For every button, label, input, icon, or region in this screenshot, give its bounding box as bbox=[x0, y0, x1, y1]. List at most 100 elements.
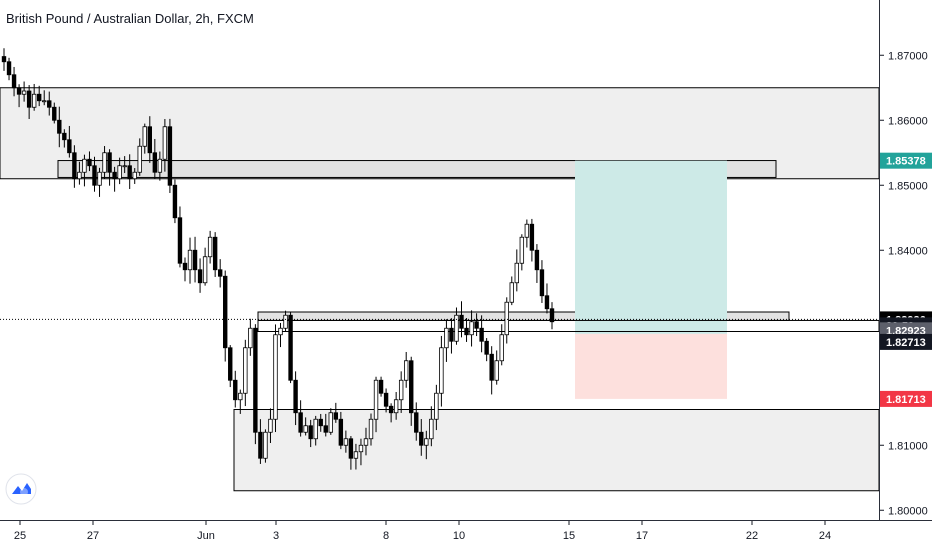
candle-body bbox=[363, 438, 369, 446]
candle-body bbox=[142, 126, 147, 147]
time-tick-label: 15 bbox=[563, 530, 575, 542]
candle-body bbox=[207, 236, 213, 258]
candle-body bbox=[26, 90, 32, 108]
price-tick-label: 1.81000 bbox=[888, 440, 928, 452]
candle-body bbox=[172, 184, 178, 219]
candle-body bbox=[147, 126, 152, 154]
candle-body bbox=[278, 327, 283, 336]
time-tick-label: 24 bbox=[819, 530, 831, 542]
long-position-target-area[interactable] bbox=[575, 160, 727, 334]
candle-body bbox=[36, 93, 42, 102]
candle-body bbox=[87, 158, 92, 167]
candle-body bbox=[268, 418, 273, 433]
price-tag-target-tag: 1.85378 bbox=[880, 152, 932, 169]
candle-body bbox=[424, 438, 429, 446]
candle-body bbox=[117, 165, 122, 180]
candle-body bbox=[202, 256, 208, 284]
candle-body bbox=[419, 431, 424, 446]
candle-body bbox=[62, 132, 67, 141]
candle-body bbox=[92, 165, 97, 186]
candle-body bbox=[489, 353, 494, 381]
time-tick-label: 25 bbox=[14, 530, 26, 542]
candle-body bbox=[308, 425, 313, 440]
candle-body bbox=[464, 327, 469, 336]
candle-body bbox=[318, 418, 323, 427]
candle-body bbox=[504, 301, 509, 336]
candle-body bbox=[177, 217, 183, 264]
long-position-stop-area[interactable] bbox=[575, 333, 727, 399]
candle-body bbox=[263, 431, 268, 459]
candle-body bbox=[217, 269, 223, 277]
price-tag-label: 1.81713 bbox=[886, 394, 926, 406]
candle-body bbox=[253, 327, 258, 433]
candle-body bbox=[47, 100, 52, 108]
price-tick-label: 1.86000 bbox=[888, 115, 928, 127]
candle-body bbox=[152, 152, 158, 173]
candle-body bbox=[243, 347, 248, 394]
candle-body bbox=[1, 56, 7, 63]
candle-body bbox=[383, 392, 389, 407]
candle-body bbox=[469, 321, 474, 336]
candle-body bbox=[16, 87, 22, 95]
candle-body bbox=[52, 106, 57, 121]
candle-body bbox=[444, 327, 449, 349]
candle-body bbox=[132, 171, 137, 180]
candle-body bbox=[212, 236, 218, 271]
price-tag-stop-tag: 1.81713 bbox=[880, 390, 932, 407]
candle-body bbox=[137, 145, 142, 173]
candle-body bbox=[509, 282, 514, 303]
candle-body bbox=[343, 438, 349, 446]
candle-body bbox=[42, 100, 47, 103]
candle-body bbox=[323, 425, 328, 433]
candle-body bbox=[429, 418, 434, 440]
candle-body bbox=[358, 444, 364, 453]
candle-body bbox=[454, 314, 459, 342]
time-tick-label: Jun bbox=[197, 530, 215, 542]
candle-body bbox=[273, 334, 278, 420]
candle-body bbox=[544, 295, 550, 310]
candle-body bbox=[404, 360, 409, 381]
candle-body bbox=[228, 347, 233, 381]
candle-body bbox=[368, 418, 374, 440]
candle-body bbox=[338, 418, 344, 446]
candle-body bbox=[233, 379, 238, 401]
candle-body bbox=[112, 171, 117, 180]
candle-body bbox=[388, 405, 394, 414]
candle-body bbox=[298, 412, 303, 433]
candle-body bbox=[293, 379, 298, 414]
candle-body bbox=[82, 158, 87, 173]
candle-body bbox=[6, 61, 12, 76]
candle-body bbox=[539, 269, 545, 297]
candle-body bbox=[494, 360, 499, 381]
chart-title: British Pound / Australian Dollar, 2h, F… bbox=[6, 11, 254, 26]
candle-body bbox=[127, 165, 132, 180]
candle-body bbox=[258, 431, 263, 459]
price-axis[interactable] bbox=[880, 0, 932, 520]
candle-body bbox=[167, 126, 173, 186]
price-tag-label: 1.82713 bbox=[886, 337, 926, 349]
candle-body bbox=[21, 90, 27, 95]
price-axis-ticks: 1.87000 1.86000 1.85000 1.84000 1.81000 1.800… bbox=[880, 50, 928, 517]
candle-body bbox=[31, 93, 37, 108]
time-axis[interactable] bbox=[0, 521, 932, 550]
candle-body bbox=[519, 236, 525, 264]
drawing-layer[interactable] bbox=[0, 87, 880, 492]
candle-body bbox=[414, 412, 419, 433]
candle-body bbox=[333, 412, 339, 420]
candle-body bbox=[449, 327, 454, 342]
candle-body bbox=[439, 347, 444, 394]
candle-body bbox=[529, 223, 535, 251]
candle-body bbox=[398, 379, 404, 401]
candle-body bbox=[549, 308, 555, 323]
price-tick-label: 1.84000 bbox=[888, 245, 928, 257]
candle-body bbox=[107, 152, 112, 173]
candle-body bbox=[102, 152, 107, 173]
candle-body bbox=[484, 340, 489, 355]
tradingview-logo-icon[interactable] bbox=[5, 473, 37, 505]
candle-body bbox=[122, 165, 127, 168]
candle-body bbox=[353, 451, 359, 459]
candle-body bbox=[11, 74, 17, 89]
